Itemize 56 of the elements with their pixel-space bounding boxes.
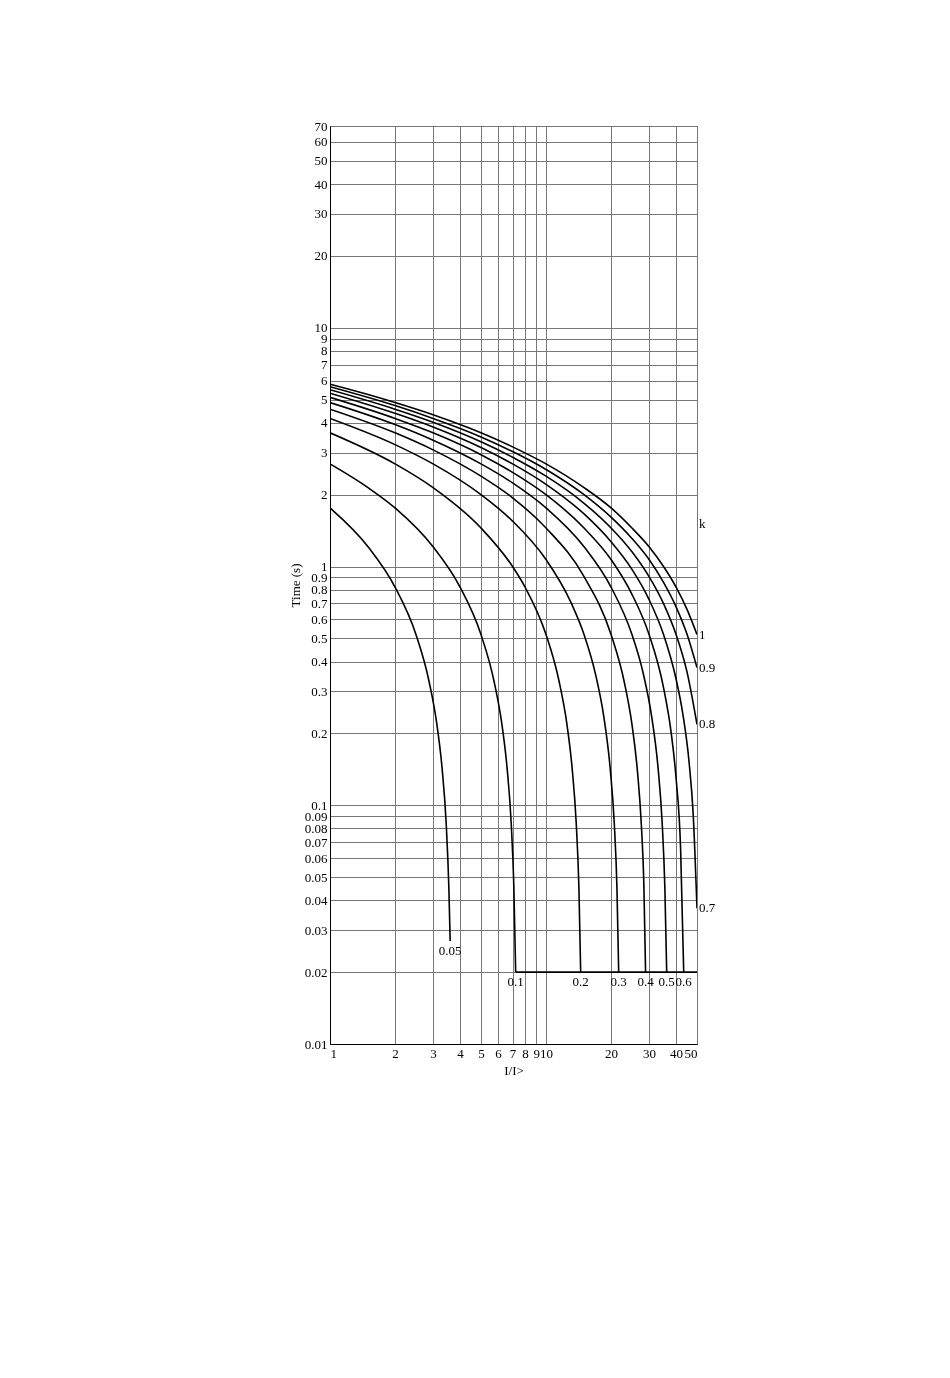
y-axis-title: Time (s) <box>287 563 303 608</box>
y-tick-label: 4 <box>321 415 328 431</box>
x-tick-label: 10 <box>540 1045 554 1061</box>
series-label: 0.05 <box>438 943 462 959</box>
x-tick-label: 6 <box>495 1045 503 1061</box>
x-tick-label: 9 <box>533 1045 540 1061</box>
y-tick-label: 5 <box>321 392 328 408</box>
x-tick-label: 20 <box>605 1045 619 1061</box>
y-tick-label: 0.01 <box>304 1036 328 1052</box>
x-tick-label: 4 <box>457 1045 465 1061</box>
y-tick-label: 0.02 <box>304 964 328 980</box>
series-label: 0.9 <box>699 659 716 675</box>
x-tick-label: 50 <box>684 1045 698 1061</box>
y-tick-label: 7 <box>321 357 328 373</box>
series-label: 0.8 <box>699 716 716 732</box>
x-tick-label: 2 <box>392 1045 399 1061</box>
x-tick-label: 40 <box>670 1045 684 1061</box>
y-tick-label: 6 <box>321 373 328 389</box>
y-tick-label: 70 <box>314 118 328 134</box>
y-tick-label: 0.1 <box>311 797 328 813</box>
x-tick-label: 7 <box>509 1045 517 1061</box>
series-label: 1 <box>699 626 706 642</box>
series-label: 0.3 <box>610 974 627 990</box>
y-tick-label: 20 <box>314 248 328 264</box>
y-tick-label: 0.03 <box>304 922 328 938</box>
series-label: 0.6 <box>675 974 693 990</box>
y-tick-label: 0.5 <box>311 630 328 646</box>
series-label: 0.1 <box>507 974 524 990</box>
y-tick-label: 1 <box>321 559 328 575</box>
y-tick-label: 40 <box>314 176 328 192</box>
y-tick-label: 0.06 <box>304 850 328 866</box>
y-tick-label: 0.4 <box>311 654 328 670</box>
series-label: 0.5 <box>658 974 675 990</box>
y-tick-label: 0.04 <box>304 892 328 908</box>
y-tick-label: 0.2 <box>311 725 328 741</box>
y-tick-label: 60 <box>314 134 328 150</box>
series-label: 0.2 <box>572 974 589 990</box>
y-tick-label: 0.6 <box>311 611 328 627</box>
y-tick-label: 0.07 <box>304 834 328 850</box>
legend-title: k <box>699 516 706 532</box>
y-tick-label: 0.7 <box>311 595 328 611</box>
x-tick-label: 3 <box>430 1045 437 1061</box>
y-tick-label: 2 <box>321 487 328 503</box>
x-axis-title: I/I> <box>504 1062 524 1078</box>
x-tick-label: 5 <box>478 1045 485 1061</box>
series-label: 0.7 <box>699 900 716 916</box>
y-tick-label: 50 <box>314 153 328 169</box>
series-label: 0.4 <box>637 974 655 990</box>
y-tick-label: 0.05 <box>304 869 328 885</box>
y-tick-label: 0.08 <box>304 820 328 836</box>
y-tick-label: 30 <box>314 206 328 222</box>
x-tick-label: 30 <box>643 1045 657 1061</box>
y-tick-label: 0.8 <box>311 582 328 598</box>
y-tick-label: 3 <box>321 445 328 461</box>
x-tick-label: 8 <box>522 1045 529 1061</box>
y-tick-label: 0.3 <box>311 683 328 699</box>
